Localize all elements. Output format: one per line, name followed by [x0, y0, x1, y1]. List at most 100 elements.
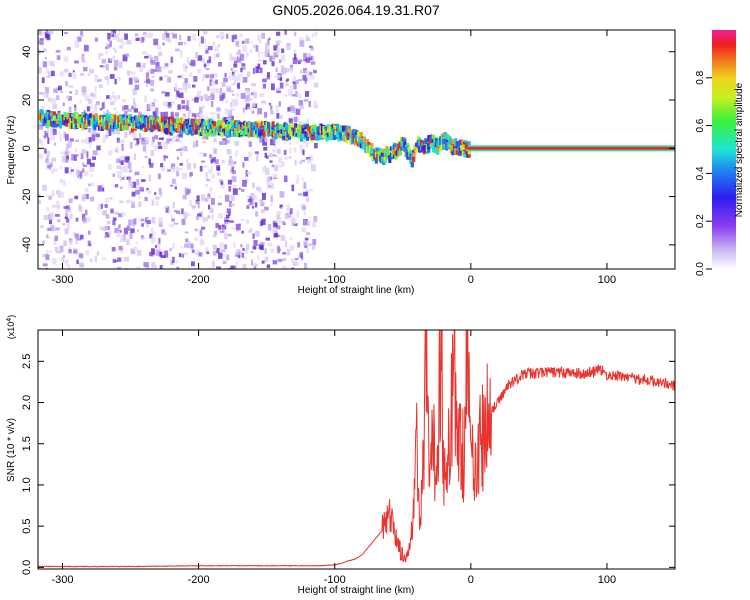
noise-mark [164, 250, 169, 258]
noise-mark [159, 251, 162, 257]
noise-mark [144, 33, 149, 38]
noise-mark [143, 136, 147, 141]
noise-mark [210, 112, 215, 115]
noise-mark [155, 61, 160, 69]
band-mark [458, 142, 462, 147]
noise-mark [96, 79, 100, 83]
noise-mark [157, 173, 161, 180]
noise-mark [109, 74, 115, 79]
snr-plot: -300 -200 -100 0 100 0.0 0.5 1.0 1.5 2.0 2.5 Heig… [6, 315, 676, 596]
noise-mark [291, 258, 295, 264]
noise-mark [91, 128, 97, 135]
noise-mark [180, 246, 184, 249]
noise-mark [271, 55, 275, 61]
noise-mark [44, 148, 47, 154]
noise-mark [267, 242, 273, 247]
noise-mark [85, 170, 89, 176]
noise-mark [281, 161, 285, 167]
noise-mark [311, 164, 316, 172]
noise-mark [182, 81, 187, 88]
noise-mark [146, 221, 149, 228]
noise-mark [242, 179, 247, 187]
noise-mark [186, 56, 190, 63]
noise-mark [277, 74, 281, 79]
noise-mark [111, 129, 116, 135]
band-mark [130, 125, 134, 133]
noise-mark [165, 141, 170, 144]
noise-mark [167, 105, 172, 109]
noise-mark [123, 227, 129, 235]
noise-mark [65, 260, 68, 267]
noise-mark [197, 213, 202, 217]
noise-mark [120, 166, 126, 172]
band-mark [332, 135, 336, 140]
noise-mark [104, 76, 109, 80]
noise-mark [233, 63, 238, 68]
noise-mark [97, 204, 102, 211]
noise-mark [232, 169, 236, 175]
noise-mark [101, 58, 107, 64]
noise-mark [136, 179, 140, 186]
noise-mark [198, 252, 203, 257]
noise-mark [113, 33, 118, 39]
noise-mark [271, 227, 277, 234]
noise-mark [217, 252, 223, 259]
bottom-x-tick-label: 0 [468, 574, 474, 586]
noise-mark [270, 83, 275, 91]
band-mark [464, 140, 468, 145]
noise-mark [102, 187, 105, 192]
noise-mark [296, 210, 299, 218]
noise-mark [205, 44, 208, 51]
noise-mark [292, 268, 297, 269]
noise-mark [205, 178, 211, 182]
colorbar-tick-label: 0.0 [695, 262, 706, 276]
noise-mark [205, 247, 209, 253]
noise-mark [117, 95, 121, 100]
noise-mark [257, 188, 263, 193]
noise-mark [151, 236, 156, 244]
noise-mark [226, 86, 231, 92]
noise-mark [141, 137, 145, 145]
noise-mark [106, 109, 109, 114]
noise-mark [85, 209, 88, 216]
noise-mark [57, 219, 61, 223]
noise-mark [203, 165, 208, 168]
noise-mark [115, 146, 120, 154]
noise-mark [275, 40, 280, 46]
noise-mark [284, 30, 287, 35]
noise-mark [195, 51, 199, 59]
noise-mark [112, 91, 115, 98]
noise-mark [256, 186, 261, 191]
noise-mark [167, 169, 171, 172]
noise-mark [182, 113, 186, 117]
noise-mark [276, 225, 281, 230]
band-mark [328, 134, 332, 141]
noise-mark [285, 240, 288, 248]
band-mark [244, 124, 248, 131]
noise-mark [230, 108, 235, 111]
noise-mark [262, 78, 267, 83]
noise-mark [46, 156, 49, 161]
noise-mark [217, 202, 222, 206]
noise-mark [169, 248, 173, 251]
band-mark [379, 149, 383, 156]
noise-mark [152, 99, 158, 103]
noise-mark [191, 205, 197, 208]
noise-mark [242, 162, 245, 168]
noise-mark [217, 213, 223, 219]
noise-mark [75, 169, 80, 175]
noise-mark [275, 67, 278, 73]
noise-mark [144, 262, 149, 268]
noise-mark [276, 214, 281, 220]
noise-mark [90, 111, 94, 115]
noise-mark [121, 143, 124, 151]
noise-mark [304, 77, 307, 85]
noise-mark [206, 196, 210, 201]
noise-mark [78, 203, 82, 209]
noise-mark [160, 163, 164, 168]
noise-mark [112, 259, 116, 263]
noise-mark [175, 139, 180, 142]
noise-mark [38, 30, 42, 36]
noise-mark [184, 78, 188, 84]
noise-mark [170, 31, 175, 36]
